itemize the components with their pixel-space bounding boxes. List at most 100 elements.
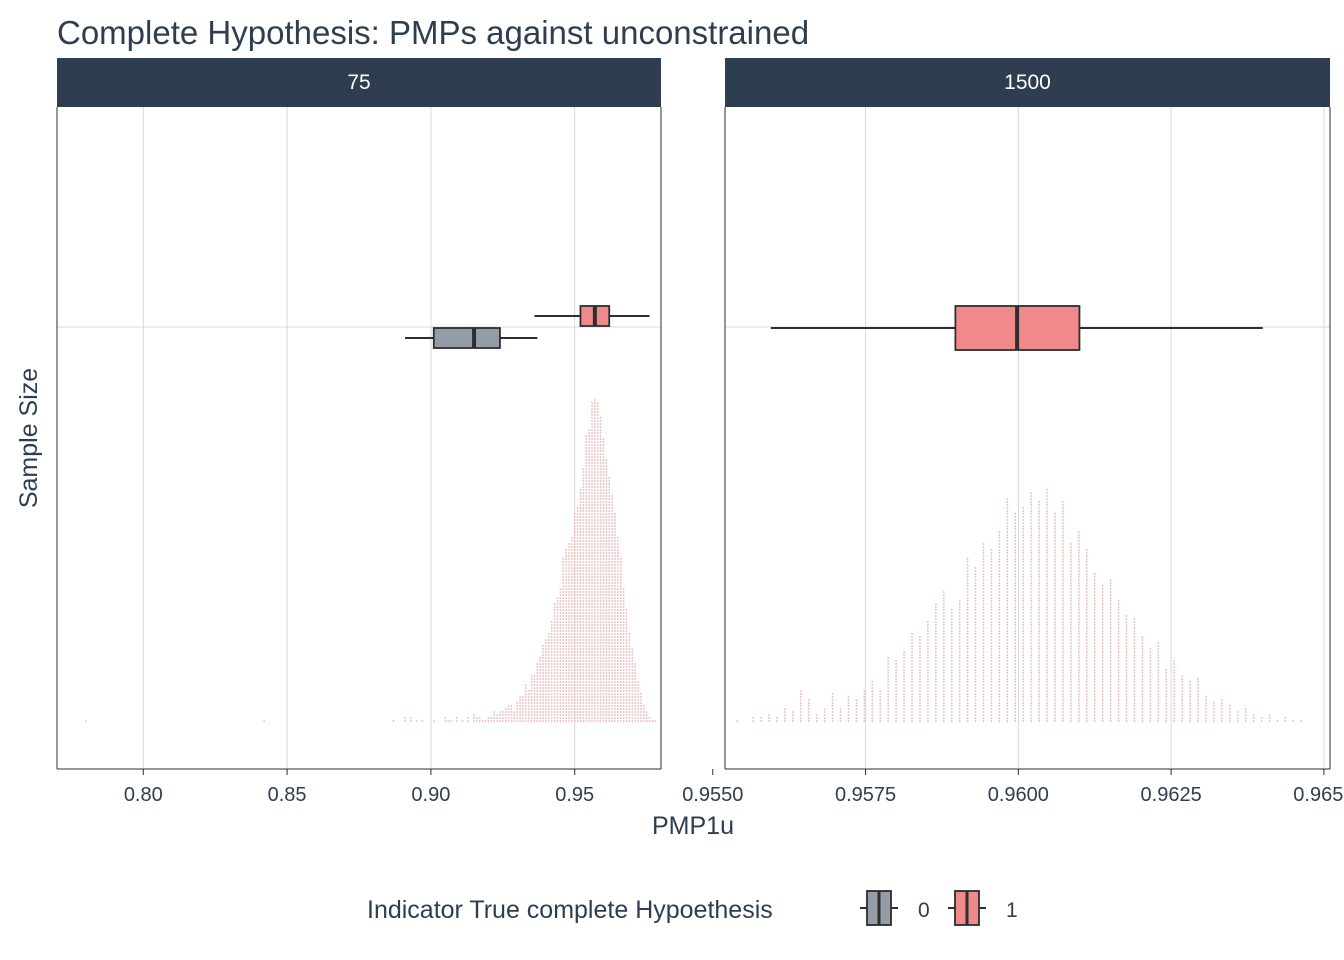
dot [614, 570, 616, 572]
dot [536, 711, 539, 713]
dot [1030, 549, 1033, 551]
dot [1109, 672, 1112, 674]
x-tick-label: 0.9625 [1141, 784, 1202, 806]
dot [622, 669, 625, 671]
dot [1085, 651, 1088, 653]
dot [570, 684, 573, 686]
dot [570, 669, 573, 671]
dot [585, 714, 588, 716]
dot [1093, 678, 1096, 680]
dot [966, 573, 969, 575]
dot [982, 627, 985, 629]
dot [614, 660, 616, 662]
dot [990, 603, 993, 605]
dot [596, 693, 599, 695]
dot [1069, 651, 1072, 653]
dot [599, 690, 602, 692]
dot [542, 645, 544, 647]
dot [1093, 636, 1096, 638]
dot [1006, 606, 1009, 608]
dot [585, 675, 588, 677]
dot [608, 576, 611, 578]
dot [1038, 597, 1041, 599]
dot [934, 675, 937, 677]
dot [602, 447, 605, 449]
dot [625, 669, 628, 671]
dot [911, 717, 913, 719]
dot [950, 615, 953, 617]
dot [1062, 621, 1064, 623]
dot [1014, 549, 1017, 551]
dot [1006, 618, 1009, 620]
dot [1069, 696, 1072, 698]
dot [562, 594, 565, 596]
dot [608, 648, 611, 650]
dot [570, 540, 573, 542]
dot [1205, 699, 1207, 701]
dot [1197, 720, 1199, 722]
dot [871, 708, 874, 710]
dot [622, 606, 625, 608]
dot [522, 696, 524, 698]
dot [562, 666, 565, 668]
dot [602, 474, 605, 476]
dot [1030, 660, 1033, 662]
dot [565, 597, 567, 599]
dot [588, 690, 590, 692]
dot [553, 678, 556, 680]
dot [1149, 717, 1152, 719]
dot [490, 717, 493, 719]
dot [576, 648, 579, 650]
dot [1260, 720, 1263, 722]
dot [1109, 618, 1112, 620]
dot [608, 645, 611, 647]
dot [934, 654, 937, 656]
dot [768, 714, 770, 716]
dot [1062, 702, 1064, 704]
dot [596, 432, 599, 434]
dot [573, 666, 576, 668]
dot [599, 597, 602, 599]
x-tick-label: 0.9650 [1293, 784, 1344, 806]
dot [622, 711, 625, 713]
dot [1157, 681, 1160, 683]
dot [926, 678, 929, 680]
dot [596, 465, 599, 467]
dot [1038, 567, 1041, 569]
dot [602, 618, 605, 620]
dot [1181, 699, 1184, 701]
dot [605, 465, 608, 467]
dot [616, 540, 619, 542]
dot [605, 666, 608, 668]
dot [616, 588, 619, 590]
dot [1006, 681, 1009, 683]
dot [562, 657, 565, 659]
dot [553, 681, 556, 683]
dot [1093, 621, 1096, 623]
facet-strip-1500: 1500 [725, 58, 1330, 107]
dot [1085, 564, 1088, 566]
dot [628, 696, 631, 698]
dot [616, 657, 619, 659]
legend-label: 1 [1006, 899, 1018, 922]
dot [625, 621, 628, 623]
dot [582, 546, 585, 548]
dot [1062, 573, 1064, 575]
dot [582, 606, 585, 608]
dot [593, 594, 596, 596]
dot [596, 633, 599, 635]
dot [637, 684, 639, 686]
dot [982, 714, 985, 716]
dot [519, 711, 521, 713]
dot [473, 720, 475, 722]
dot [565, 702, 567, 704]
dot [602, 594, 605, 596]
dot [1085, 675, 1088, 677]
dot [611, 654, 613, 656]
dot [562, 567, 565, 569]
dot [1062, 528, 1064, 530]
dot [593, 582, 596, 584]
dot [1133, 630, 1136, 632]
dot [573, 687, 576, 689]
dot [527, 711, 530, 713]
